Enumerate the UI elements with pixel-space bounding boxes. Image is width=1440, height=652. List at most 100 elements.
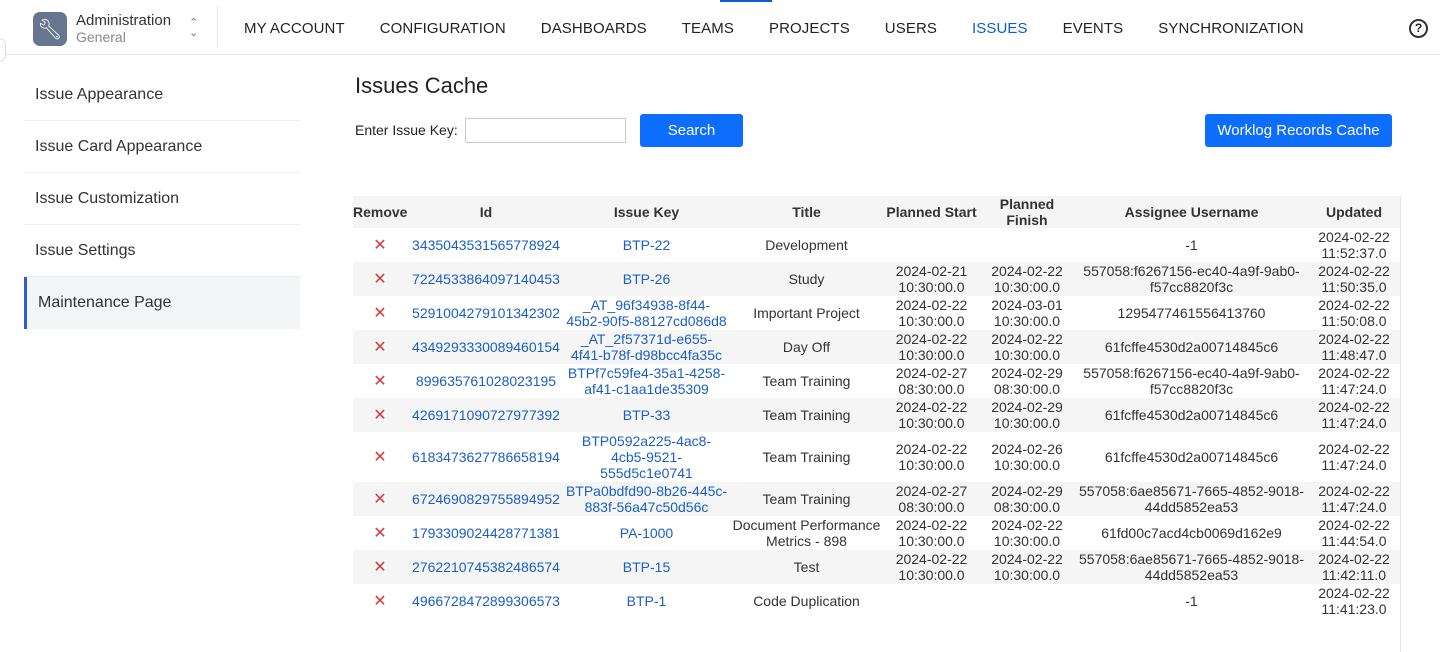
- column-header-planned-start[interactable]: Planned Start: [885, 196, 978, 228]
- planned-start-cell: 2024-02-22 10:30:00.0: [895, 297, 968, 329]
- nav-synchronization[interactable]: SYNCHRONIZATION: [1158, 20, 1304, 37]
- sidebar-item-issue-customization[interactable]: Issue Customization: [24, 173, 300, 225]
- title-cell: Day Off: [782, 339, 831, 355]
- assignee-cell: 557058:6ae85671-7665-4852-9018-44dd5852e…: [1079, 551, 1304, 583]
- nav-events[interactable]: EVENTS: [1062, 20, 1124, 37]
- assignee-cell: 61fcffe4530d2a00714845c6: [1104, 339, 1279, 355]
- issue-id-link[interactable]: 4966728472899306573: [412, 593, 560, 609]
- remove-icon[interactable]: ✕: [373, 592, 387, 610]
- planned-finish-cell: 2024-02-26 10:30:00.0: [991, 441, 1063, 473]
- id-cell: 4966728472899306573: [407, 584, 565, 618]
- nav-configuration[interactable]: CONFIGURATION: [379, 20, 506, 37]
- main-nav: MY ACCOUNT CONFIGURATION DASHBOARDS TEAMS PR…: [244, 0, 1339, 55]
- issue-key-link[interactable]: _AT_2f57371d-e655-4f41-b78f-d98bcc4fa35c: [571, 331, 722, 363]
- table-row: ✕ 4269171090727977392 BTP-33 Team Training 2…: [353, 398, 1401, 432]
- issue-id-link[interactable]: 2762210745382486574: [412, 559, 560, 575]
- updated-cell: 2024-02-22 11:52:37.0: [1318, 229, 1390, 261]
- updated-cell: 2024-02-22 11:50:08.0: [1318, 297, 1390, 329]
- column-header-issue-key[interactable]: Issue Key: [565, 196, 728, 228]
- column-header-assignee-username[interactable]: Assignee Username: [1076, 196, 1307, 228]
- planned-finish-cell: 2024-02-29 08:30:00.0: [991, 365, 1063, 397]
- issue-key-link[interactable]: PA-1000: [619, 525, 674, 541]
- column-header-planned-finish[interactable]: Planned Finish: [978, 196, 1076, 228]
- nav-dashboards[interactable]: DASHBOARDS: [540, 20, 647, 37]
- nav-users[interactable]: USERS: [884, 20, 937, 37]
- remove-icon[interactable]: ✕: [373, 490, 387, 508]
- id-cell: 899635761028023195: [407, 364, 565, 398]
- remove-icon[interactable]: ✕: [373, 372, 387, 390]
- remove-icon[interactable]: ✕: [373, 558, 387, 576]
- planned-start-cell: 2024-02-22 10:30:00.0: [895, 399, 968, 431]
- updated-cell: 2024-02-22 11:44:54.0: [1318, 517, 1390, 549]
- issue-key-link[interactable]: BTP-26: [622, 271, 671, 287]
- title-cell: Study: [788, 271, 825, 287]
- remove-cell: ✕: [353, 398, 407, 432]
- remove-icon[interactable]: ✕: [373, 524, 387, 542]
- table-row: ✕ 3435043531565778924 BTP-22 Development -1 2…: [353, 228, 1401, 262]
- sidebar: Issue Appearance Issue Card Appearance Iss…: [24, 69, 300, 329]
- updated-cell: 2024-02-22 11:41:23.0: [1318, 585, 1390, 617]
- issue-key-link[interactable]: BTP-15: [622, 559, 671, 575]
- issue-id-link[interactable]: 4269171090727977392: [412, 407, 560, 423]
- issue-key-cell: BTP-1: [565, 584, 728, 618]
- sidebar-collapse-handle[interactable]: [0, 38, 6, 62]
- id-cell: 2762210745382486574: [407, 550, 565, 584]
- issue-id-link[interactable]: 6183473627786658194: [412, 449, 560, 465]
- issue-id-link[interactable]: 6724690829755894952: [412, 491, 560, 507]
- table-row: ✕ 5291004279101342302 _AT_96f34938-8f44-45…: [353, 296, 1401, 330]
- remove-icon[interactable]: ✕: [373, 448, 387, 466]
- remove-icon[interactable]: ✕: [373, 270, 387, 288]
- issue-id-link[interactable]: 899635761028023195: [415, 373, 557, 389]
- nav-projects[interactable]: PROJECTS: [768, 20, 850, 37]
- issue-key-link[interactable]: BTP-33: [622, 407, 671, 423]
- sidebar-item-maintenance-page[interactable]: Maintenance Page: [24, 277, 300, 329]
- remove-icon[interactable]: ✕: [373, 304, 387, 322]
- nav-my-account[interactable]: MY ACCOUNT: [244, 20, 345, 37]
- id-cell: 7224533864097140453: [407, 262, 565, 296]
- table-row: ✕ 899635761028023195 BTPf7c59fe4-35a1-4258…: [353, 364, 1401, 398]
- sidebar-item-issue-card-appearance[interactable]: Issue Card Appearance: [24, 121, 300, 173]
- issue-key-link[interactable]: BTP-1: [626, 593, 667, 609]
- remove-icon[interactable]: ✕: [373, 338, 387, 356]
- updated-cell: 2024-02-22 11:47:24.0: [1318, 483, 1390, 515]
- chevron-up-down-icon[interactable]: ⌃ ⌄: [189, 17, 199, 39]
- issue-id-link[interactable]: 5291004279101342302: [412, 305, 560, 321]
- issue-id-link[interactable]: 7224533864097140453: [412, 271, 560, 287]
- issue-key-link[interactable]: BTP0592a225-4ac8-4cb5-9521-555d5c1e0741: [581, 433, 712, 481]
- issue-key-cell: _AT_2f57371d-e655-4f41-b78f-d98bcc4fa35c: [565, 330, 728, 364]
- nav-teams[interactable]: TEAMS: [681, 20, 734, 37]
- assignee-cell: 557058:f6267156-ec40-4a9f-9ab0-f57cc8820…: [1083, 365, 1300, 397]
- planned-start-cell: 2024-02-21 10:30:00.0: [895, 263, 968, 295]
- issue-id-link[interactable]: 1793309024428771381: [412, 525, 560, 541]
- help-icon[interactable]: ?: [1409, 19, 1428, 38]
- worklog-records-cache-button[interactable]: Worklog Records Cache: [1205, 114, 1392, 147]
- planned-finish-cell: 2024-02-29 10:30:00.0: [991, 399, 1063, 431]
- remove-icon[interactable]: ✕: [373, 236, 387, 254]
- planned-finish-cell: [978, 228, 1076, 262]
- column-header-updated[interactable]: Updated: [1307, 196, 1401, 228]
- issue-id-link[interactable]: 3435043531565778924: [412, 237, 560, 253]
- top-navigation-bar: 🔧︎ Administration General ⌃ ⌄ MY ACCOUNT C…: [0, 0, 1440, 62]
- sidebar-item-issue-settings[interactable]: Issue Settings: [24, 225, 300, 277]
- column-header-id[interactable]: Id: [407, 196, 565, 228]
- column-header-title[interactable]: Title: [728, 196, 885, 228]
- app-switcher[interactable]: 🔧︎ Administration General ⌃ ⌄: [33, 12, 198, 46]
- issue-key-link[interactable]: BTPa0bdfd90-8b26-445c-883f-56a47c50d56c: [565, 483, 728, 515]
- column-header-remove[interactable]: Remove: [353, 196, 407, 228]
- issue-key-link[interactable]: BTP-22: [622, 237, 671, 253]
- issue-key-label: Enter Issue Key:: [355, 122, 458, 138]
- sidebar-item-issue-appearance[interactable]: Issue Appearance: [24, 69, 300, 121]
- search-button[interactable]: Search: [640, 114, 743, 147]
- nav-issues[interactable]: ISSUES: [971, 20, 1028, 37]
- issue-key-input[interactable]: [465, 118, 626, 143]
- remove-icon[interactable]: ✕: [373, 406, 387, 424]
- assignee-cell: 557058:f6267156-ec40-4a9f-9ab0-f57cc8820…: [1083, 263, 1300, 295]
- issue-key-link[interactable]: BTPf7c59fe4-35a1-4258-af41-c1aa1de35309: [567, 365, 726, 397]
- id-cell: 6724690829755894952: [407, 482, 565, 516]
- planned-finish-cell: [978, 584, 1076, 618]
- wrench-icon: 🔧︎: [33, 12, 67, 46]
- issue-id-link[interactable]: 4349293330089460154: [412, 339, 560, 355]
- planned-finish-cell: 2024-02-22 10:30:00.0: [991, 517, 1063, 549]
- issue-key-link[interactable]: _AT_96f34938-8f44-45b2-90f5-88127cd086d8: [566, 297, 727, 329]
- assignee-cell: 61fcffe4530d2a00714845c6: [1104, 407, 1279, 423]
